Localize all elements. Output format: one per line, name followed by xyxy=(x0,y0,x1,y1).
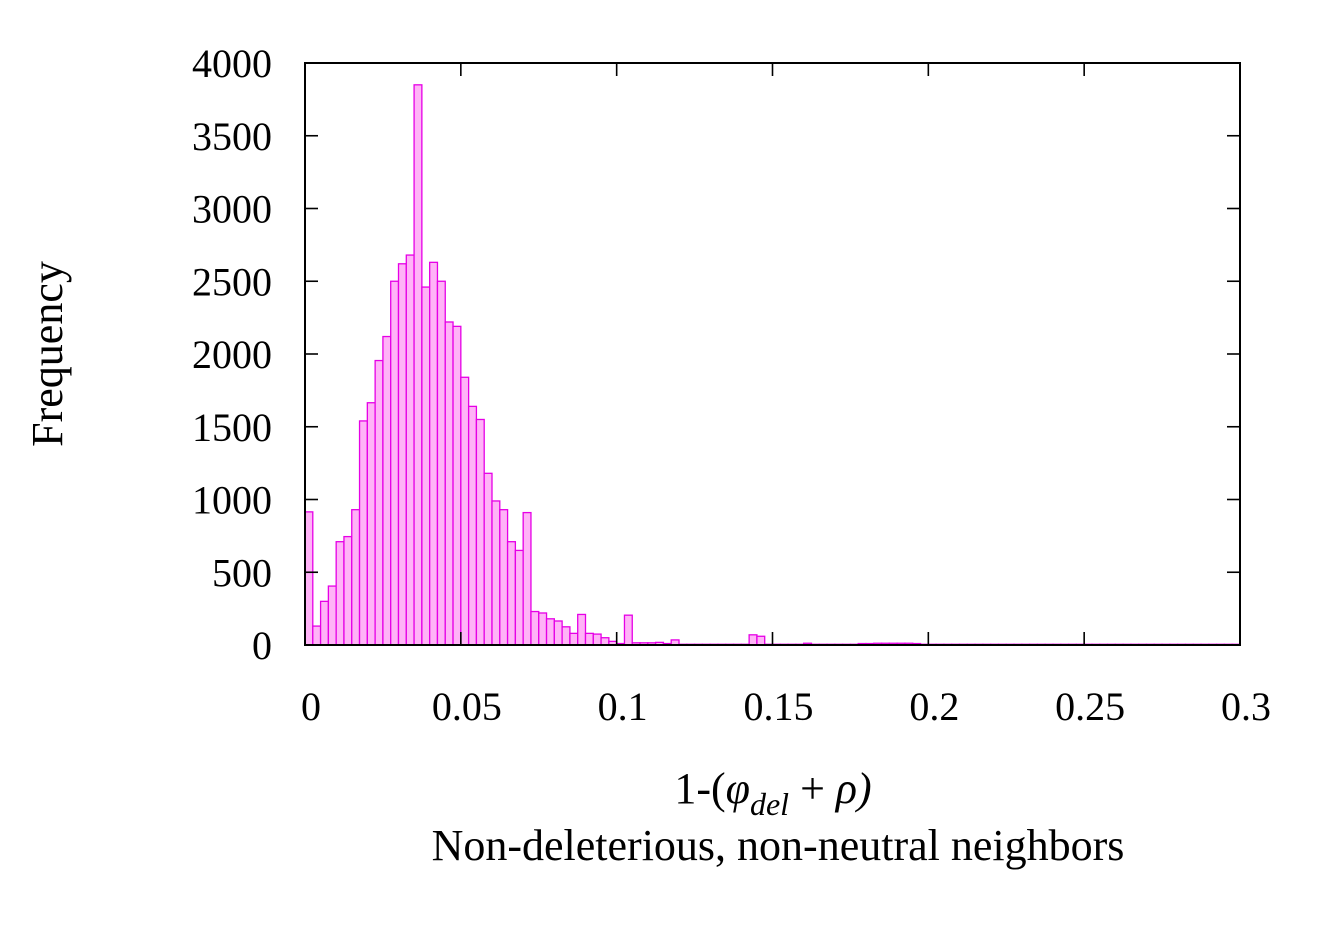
histogram-bar xyxy=(405,254,415,646)
histogram-bar xyxy=(577,613,587,646)
x-tick-label: 0 xyxy=(301,684,321,729)
histogram-bar xyxy=(530,610,540,646)
histogram-bar xyxy=(522,511,532,646)
histogram-bar xyxy=(499,509,509,646)
y-tick-label: 1000 xyxy=(192,478,272,523)
histogram-bar xyxy=(756,635,766,646)
histogram-bar xyxy=(584,632,594,646)
histogram-bar xyxy=(390,280,400,646)
histogram-bar xyxy=(514,549,524,646)
x-tick-label: 0.05 xyxy=(432,684,502,729)
x-tick-label: 0.25 xyxy=(1055,684,1125,729)
y-tick-labels: 0 500 1000 1500 2000 2500 3000 3500 4000 xyxy=(192,41,272,668)
histogram-bar xyxy=(351,509,361,646)
histogram-bar xyxy=(491,500,501,646)
y-tick-label: 2500 xyxy=(192,259,272,304)
y-tick-label: 3000 xyxy=(192,187,272,232)
x-tick-label: 0.15 xyxy=(744,684,814,729)
x-tick-label: 0.3 xyxy=(1221,684,1271,729)
histogram-bar xyxy=(374,359,384,646)
x-axis-label: 1-(φdel + ρ) xyxy=(674,764,871,822)
y-tick-label: 0 xyxy=(252,623,272,668)
histogram-bar xyxy=(623,614,633,646)
histogram-bar xyxy=(748,634,758,646)
histogram-bar xyxy=(467,405,478,646)
histogram-bar xyxy=(553,620,563,646)
histogram-bar xyxy=(327,585,337,646)
histogram-bar xyxy=(421,286,431,646)
y-tick-label: 1500 xyxy=(192,405,272,450)
histogram-bar xyxy=(343,535,353,646)
y-tick-label: 3500 xyxy=(192,114,272,159)
histogram-bar xyxy=(413,84,423,646)
histogram-bar xyxy=(397,263,407,646)
histogram-bar xyxy=(460,376,470,646)
histogram-bar xyxy=(335,541,345,646)
y-tick-label: 2000 xyxy=(192,332,272,377)
y-axis-label: Frequency xyxy=(23,261,72,447)
histogram-bar xyxy=(600,637,610,646)
histogram-bar xyxy=(382,335,392,646)
y-tick-label: 4000 xyxy=(192,41,272,86)
histogram-bar xyxy=(304,511,314,646)
x-tick-label: 0.1 xyxy=(598,684,648,729)
histogram-bar xyxy=(475,418,485,646)
histogram-bar xyxy=(429,261,439,646)
x-tick-label: 0.2 xyxy=(909,684,959,729)
x-axis-subtitle: Non-deleterious, non-neutral neighbors xyxy=(432,821,1125,870)
y-tick-label: 500 xyxy=(212,550,272,595)
histogram-bars xyxy=(304,84,1241,646)
x-tick-labels: 0 0.05 0.1 0.15 0.2 0.25 0.3 xyxy=(301,684,1271,729)
histogram-bar xyxy=(506,541,517,646)
histogram-bar xyxy=(561,626,571,646)
histogram-bar xyxy=(358,420,368,646)
histogram-bar xyxy=(319,600,330,646)
histogram-bar xyxy=(452,325,462,646)
histogram-bar xyxy=(444,321,454,646)
histogram-bar xyxy=(592,633,602,646)
histogram-bar xyxy=(436,280,446,646)
histogram-bar xyxy=(483,472,493,646)
histogram-bar xyxy=(312,625,322,646)
histogram-bar xyxy=(545,618,555,646)
histogram-bar xyxy=(569,632,579,646)
histogram-bar xyxy=(366,402,376,646)
plot-frame xyxy=(304,62,1241,646)
histogram-bar xyxy=(538,612,548,646)
